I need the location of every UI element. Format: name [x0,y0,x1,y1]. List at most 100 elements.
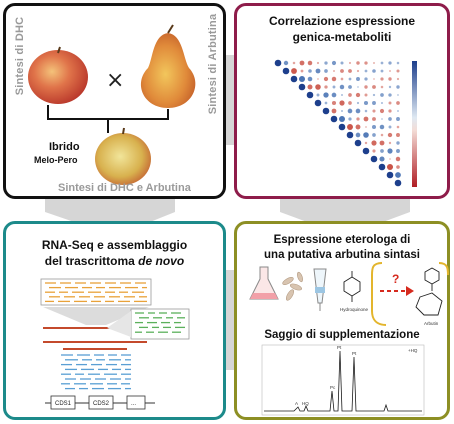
correlation-dot [307,60,313,66]
correlation-dot [324,69,328,73]
correlation-dot [274,59,282,67]
correlation-dot [396,125,400,129]
label-sintesi-dhc-arbutina: Sintesi di DHC e Arbutina [58,182,191,194]
correlation-dot [298,75,306,83]
correlation-dot [348,77,352,81]
correlation-dot [356,117,360,121]
correlation-dot [363,116,369,122]
flask-icon [249,266,279,300]
correlation-dot [331,60,337,66]
correlation-title-line1: Correlazione espressione [268,14,416,28]
correlation-dot [339,84,345,90]
reads-orange [45,282,147,303]
heterologous-graphic: Hydroquinone ? Arbutin [249,262,449,326]
correlation-dot [372,101,376,105]
assay-title: Saggio di supplementazione [264,329,420,341]
connector-arrow-down-right [280,190,410,236]
reaction-arrowhead [406,286,414,296]
correlation-dot [364,69,368,73]
correlation-title-line2: genica-metaboliti [292,30,392,44]
correlation-dot [331,92,337,98]
tube-icon [313,268,327,311]
correlation-dot [348,85,352,89]
correlation-dot [372,93,376,97]
reads-blue [61,354,131,390]
correlation-dot [308,69,312,73]
correlation-dot [363,132,369,138]
correlation-dot [348,101,352,105]
correlation-dot [356,61,360,65]
correlation-dot [364,85,368,89]
correlation-dot [379,124,385,130]
correlation-dot [380,133,384,137]
correlation-dot [356,69,360,73]
correlation-dot [370,155,378,163]
correlation-dot [340,69,344,73]
correlation-dot [396,133,400,137]
correlation-dot [387,148,393,154]
correlation-dot [379,108,385,114]
correlation-dot [388,141,392,145]
funnel [43,307,149,325]
exon-more [126,395,146,410]
correlation-dot [322,107,330,115]
correlation-dot [378,163,386,171]
peak-label-a: A [295,401,298,406]
correlation-dot [307,84,313,90]
correlation-dot [371,124,377,130]
cross-symbol: × [106,68,124,93]
correlation-dot [396,101,400,105]
correlation-dot [355,108,361,114]
question-mark: ? [392,272,399,286]
correlation-dot [300,69,304,73]
correlation-dot [364,61,368,65]
chromatogram-frame [261,344,425,416]
correlation-dot [323,92,329,98]
hydroquinone-label: Hydroquinone [340,307,369,312]
correlation-dot [316,61,320,65]
correlation-dot [388,85,392,89]
peak-label-pc: Pc [330,385,336,390]
hydroquinone-structure-icon [343,271,361,302]
correlation-dot [355,132,361,138]
correlation-dot [389,158,391,160]
correlation-dot [332,85,336,89]
correlation-dot [372,149,376,153]
arbutin-structure-icon [415,267,443,316]
correlation-dot [365,126,367,128]
panel-hybrid: Sintesi di DHC Sintesi di Arbutina [3,3,226,199]
correlation-dot [396,77,400,81]
colorbar [412,61,417,187]
chromatogram-tag: +HQ [408,348,418,353]
correlation-dot [388,77,392,81]
correlation-dot [386,163,394,171]
correlation-dot [388,117,392,121]
correlation-dot [364,141,368,145]
arbutin-label: Arbutin [424,321,439,326]
correlation-dot [380,77,384,81]
correlation-dot [396,69,400,73]
correlation-dot [388,101,392,105]
exon-cds1 [50,395,76,410]
correlation-dot [396,85,400,89]
zoom-box [130,308,190,340]
heterologous-title-line1: Espressione eterologa di [273,234,411,246]
correlation-dot [396,141,400,145]
zoom-connector [107,311,131,337]
hybrid-label-line1: Ibrido [49,141,80,153]
rnaseq-title-italic: de novo [138,254,185,268]
correlation-dot [364,109,368,113]
bacteria-icon [282,271,303,301]
correlation-dot [396,117,400,121]
correlation-dot [347,108,353,114]
correlation-dot [379,140,385,146]
correlation-dot [356,101,360,105]
correlation-dot [396,61,400,65]
correlation-dot [395,156,401,162]
correlation-dot [379,156,385,162]
apple-icon [28,46,88,104]
correlation-dot [397,110,399,112]
correlation-dot [380,61,384,65]
correlation-dot [396,149,400,153]
correlation-dot [388,61,392,65]
